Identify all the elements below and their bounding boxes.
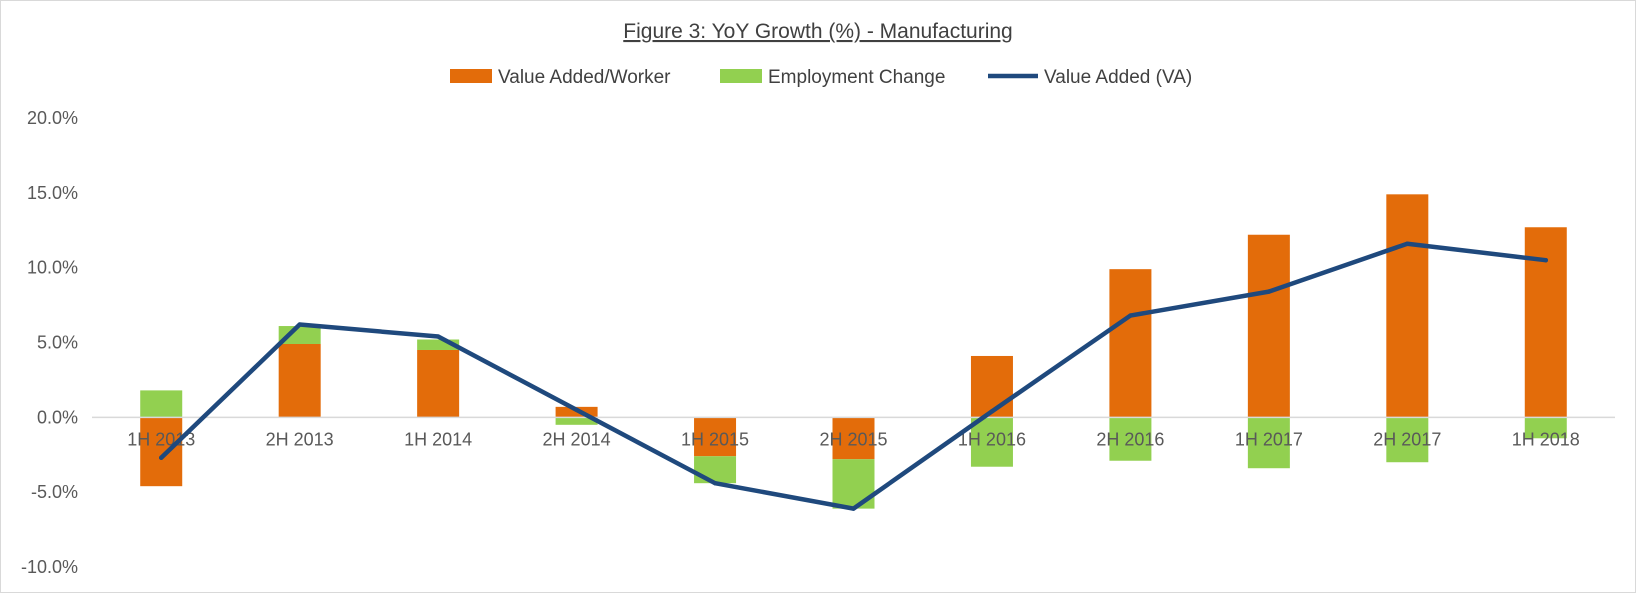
line-point xyxy=(297,322,302,327)
line-point xyxy=(1405,241,1410,246)
bar-value-added-per-worker xyxy=(1247,234,1290,418)
bar-value-added-per-worker xyxy=(278,343,321,418)
line-series xyxy=(158,241,1549,511)
legend-swatch xyxy=(720,69,762,83)
legend-label: Employment Change xyxy=(768,67,945,88)
line-point xyxy=(574,407,579,413)
bar-value-added-per-worker xyxy=(1386,194,1429,418)
x-tick-label: 2H 2016 xyxy=(1096,429,1164,449)
x-tick-label: 1H 2015 xyxy=(681,429,749,449)
y-tick-label: 20.0% xyxy=(27,108,78,128)
line-point xyxy=(159,455,164,460)
bar-value-added-per-worker xyxy=(140,417,183,487)
y-tick-label: 10.0% xyxy=(27,258,78,278)
legend-swatch xyxy=(450,69,492,83)
y-tick-label: 0.0% xyxy=(37,407,78,427)
bar-employment-change xyxy=(278,326,321,344)
x-tick-label: 2H 2014 xyxy=(543,429,611,449)
line-point xyxy=(851,506,856,511)
line-point xyxy=(1128,313,1133,318)
bar-employment-change xyxy=(140,390,183,418)
x-tick-label: 1H 2017 xyxy=(1235,429,1303,449)
x-tick-label: 1H 2016 xyxy=(958,429,1026,449)
bar-employment-change xyxy=(832,459,875,509)
bar-employment-change xyxy=(970,417,1013,467)
line-point xyxy=(1266,289,1272,294)
x-tick-label: 2H 2017 xyxy=(1373,429,1441,449)
line-point xyxy=(989,409,995,414)
legend: Value Added/Worker Employment Change Value… xyxy=(450,67,1192,88)
chart-title: Figure 3: YoY Growth (%) - Manufacturing xyxy=(623,20,1012,43)
bar-employment-change xyxy=(417,339,460,350)
line-point xyxy=(435,334,441,339)
y-tick-label: -10.0% xyxy=(21,557,78,577)
y-tick-label: 5.0% xyxy=(37,333,78,353)
bar-value-added-per-worker xyxy=(832,417,875,460)
bar-value-added-per-worker xyxy=(1524,227,1567,418)
bar-employment-change xyxy=(1247,417,1290,469)
bar-value-added-per-worker xyxy=(694,417,737,457)
line-point xyxy=(1543,257,1548,263)
y-axis: -10.0% -5.0% 0.0% 5.0% 10.0% 15.0% 20.0% xyxy=(21,108,78,577)
bar-value-added-per-worker xyxy=(417,349,460,418)
x-tick-label: 2H 2013 xyxy=(266,429,334,449)
line-point xyxy=(712,480,718,486)
bar-employment-change xyxy=(555,417,598,425)
legend-label: Value Added/Worker xyxy=(498,67,671,88)
bar-employment-change xyxy=(1386,417,1429,463)
x-tick-label: 1H 2018 xyxy=(1512,429,1580,449)
bar-employment-change xyxy=(1109,417,1152,461)
y-tick-label: -5.0% xyxy=(31,482,78,502)
x-tick-label: 2H 2015 xyxy=(819,429,887,449)
bar-value-added-per-worker xyxy=(970,355,1013,418)
bars xyxy=(140,194,1567,509)
bar-value-added-per-worker xyxy=(1109,269,1152,418)
bar-employment-change xyxy=(694,456,737,484)
x-axis: 1H 2013 2H 2013 1H 2014 2H 2014 1H 2015 2H 20… xyxy=(127,429,1580,449)
bar-employment-change xyxy=(1524,417,1567,439)
legend-label: Value Added (VA) xyxy=(1044,67,1192,88)
x-tick-label: 1H 2014 xyxy=(404,429,472,449)
y-tick-label: 15.0% xyxy=(27,183,78,203)
